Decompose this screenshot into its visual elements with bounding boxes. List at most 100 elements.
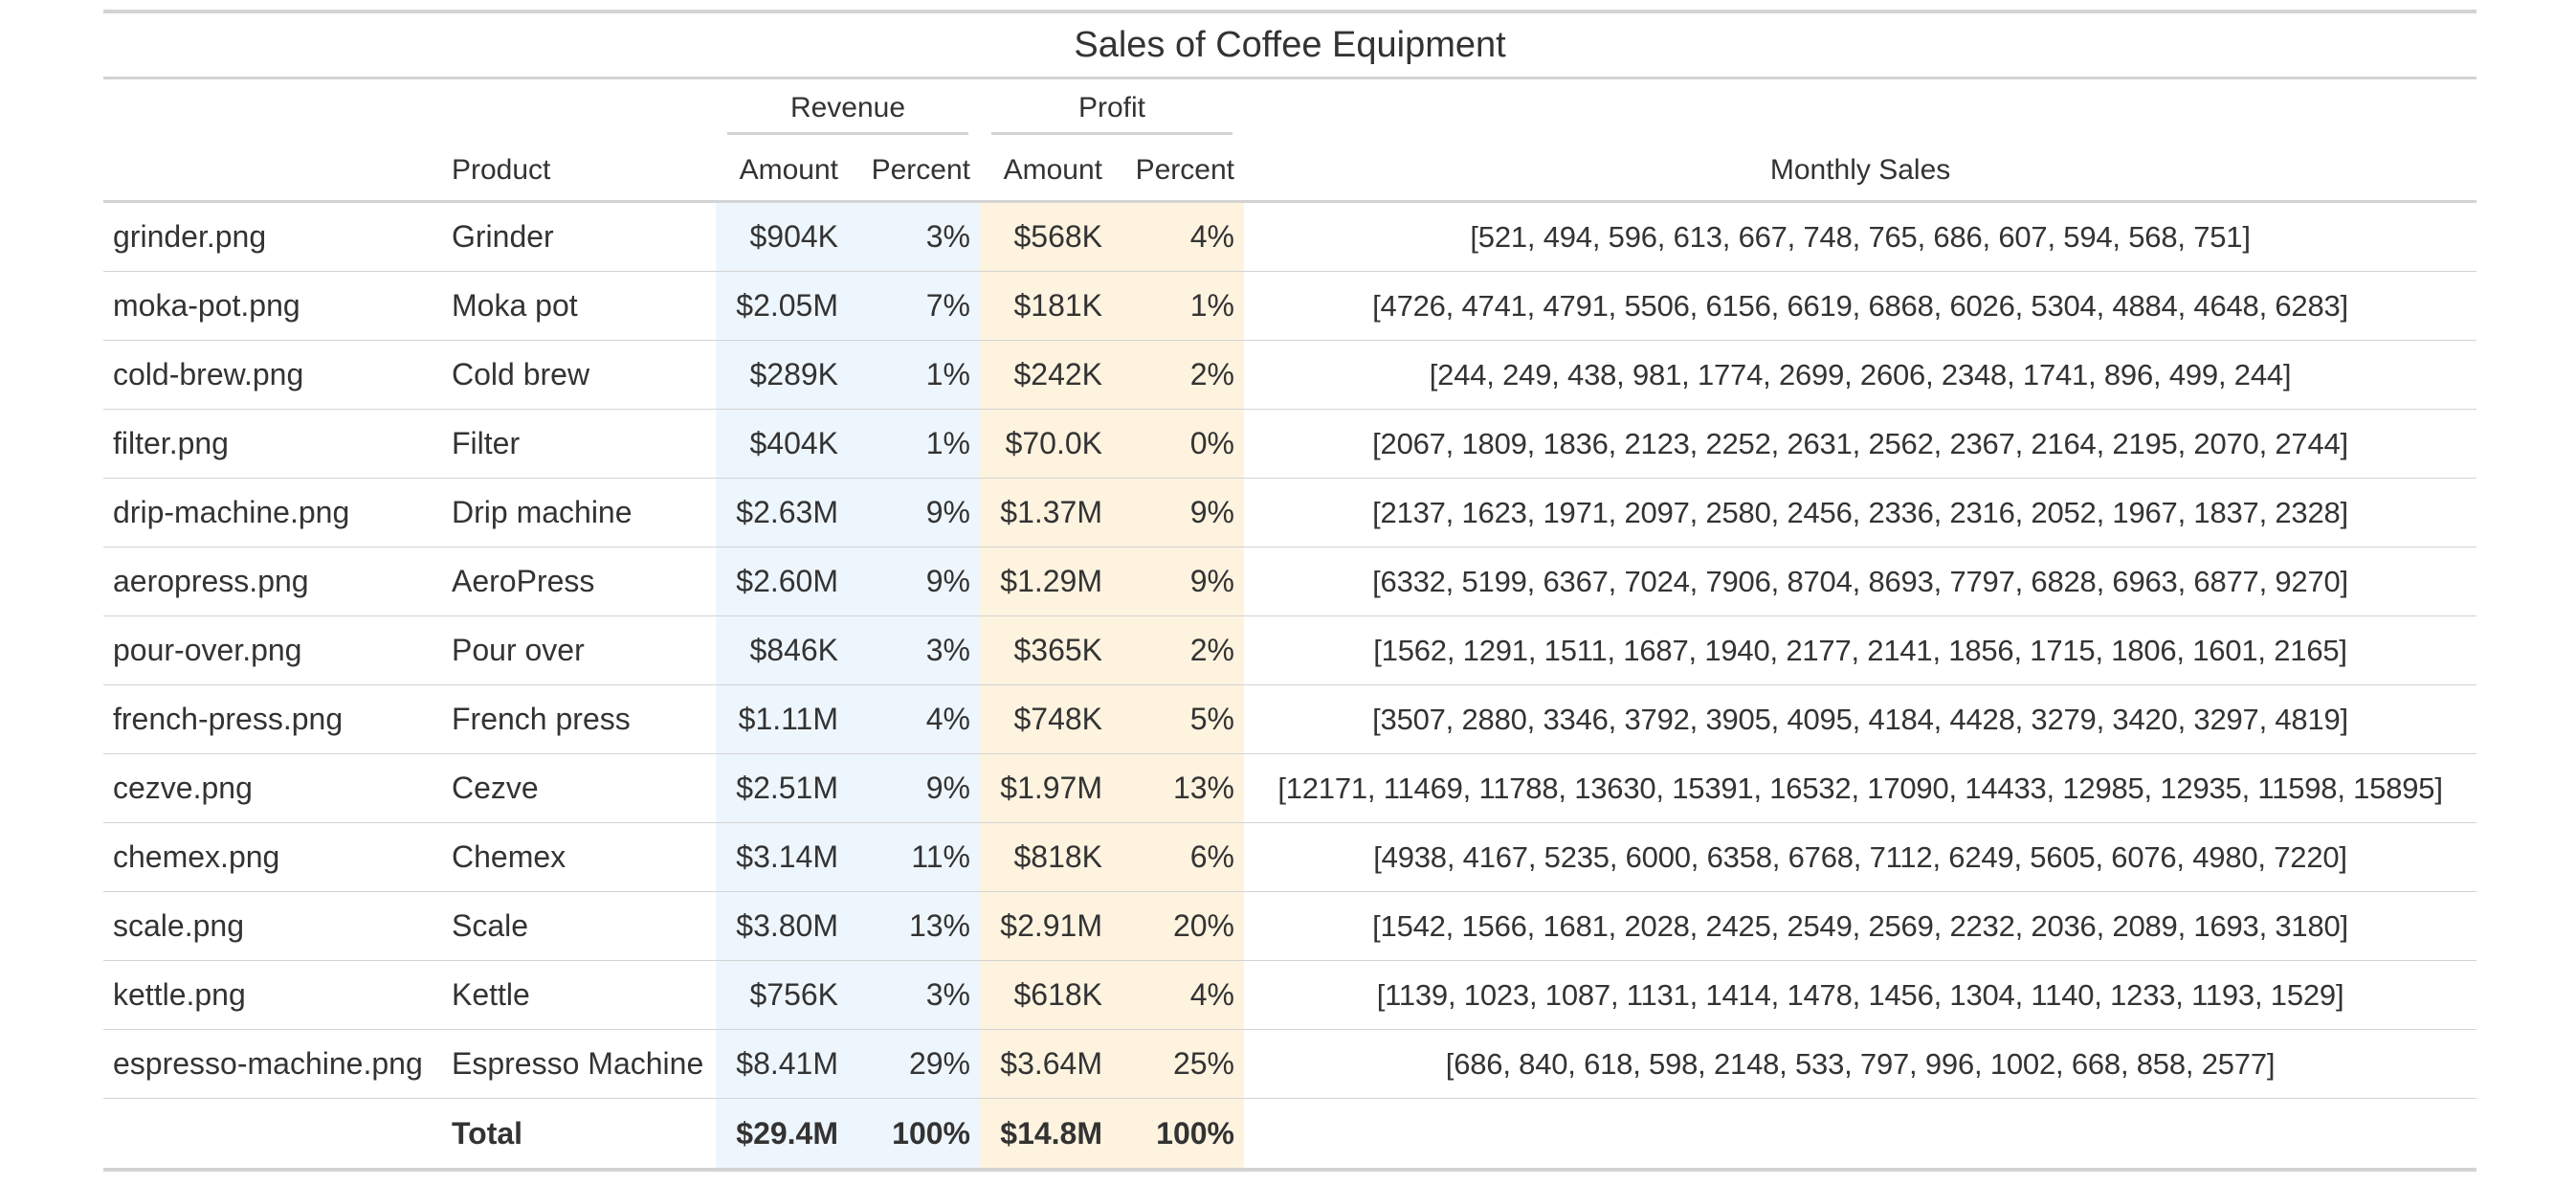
revenue-percent-cell: 7% [848, 271, 980, 341]
profit-percent-cell: 6% [1112, 822, 1244, 892]
revenue-percent-cell: 3% [848, 201, 980, 272]
spanner-empty-file [103, 78, 442, 142]
revenue-amount-cell: $2.63M [716, 478, 848, 548]
sales-table-container: Sales of Coffee Equipment Revenue Profit… [103, 10, 2477, 1172]
header-profit-amount: Amount [980, 141, 1112, 203]
table-row: filter.png Filter $404K 1% $70.0K 0% [20… [103, 409, 2477, 479]
table-row: french-press.png French press $1.11M 4% … [103, 684, 2477, 754]
monthly-sales-cell: [4938, 4167, 5235, 6000, 6358, 6768, 711… [1244, 822, 2477, 892]
table-title: Sales of Coffee Equipment [103, 11, 2477, 79]
header-product: Product [442, 141, 716, 203]
table-row: grinder.png Grinder $904K 3% $568K 4% [5… [103, 201, 2477, 272]
file-cell: cezve.png [103, 753, 442, 823]
header-revenue-amount: Amount [716, 141, 848, 203]
product-cell: Filter [442, 409, 716, 479]
file-cell: pour-over.png [103, 615, 442, 685]
monthly-sales-cell: [4726, 4741, 4791, 5506, 6156, 6619, 686… [1244, 271, 2477, 341]
file-cell: moka-pot.png [103, 271, 442, 341]
revenue-percent-cell: 13% [848, 891, 980, 961]
file-cell: filter.png [103, 409, 442, 479]
header-revenue-percent: Percent [848, 141, 980, 203]
revenue-percent-cell: 11% [848, 822, 980, 892]
spanner-revenue: Revenue [716, 78, 980, 142]
header-profit-percent: Percent [1112, 141, 1244, 203]
product-cell: Scale [442, 891, 716, 961]
file-cell: scale.png [103, 891, 442, 961]
total-empty-monthly [1244, 1098, 2477, 1172]
profit-amount-cell: $70.0K [980, 409, 1112, 479]
total-profit-percent: 100% [1112, 1098, 1244, 1172]
profit-amount-cell: $2.91M [980, 891, 1112, 961]
profit-amount-cell: $1.37M [980, 478, 1112, 548]
file-cell: cold-brew.png [103, 340, 442, 410]
revenue-amount-cell: $756K [716, 960, 848, 1030]
profit-amount-cell: $181K [980, 271, 1112, 341]
profit-amount-cell: $1.97M [980, 753, 1112, 823]
profit-percent-cell: 2% [1112, 615, 1244, 685]
revenue-percent-cell: 1% [848, 409, 980, 479]
profit-amount-cell: $242K [980, 340, 1112, 410]
profit-amount-cell: $365K [980, 615, 1112, 685]
profit-amount-cell: $748K [980, 684, 1112, 754]
revenue-amount-cell: $3.14M [716, 822, 848, 892]
profit-percent-cell: 9% [1112, 547, 1244, 616]
total-row: Total $29.4M 100% $14.8M 100% [103, 1098, 2477, 1172]
revenue-amount-cell: $289K [716, 340, 848, 410]
file-cell: aeropress.png [103, 547, 442, 616]
sales-table: Sales of Coffee Equipment Revenue Profit… [103, 10, 2477, 1172]
profit-amount-cell: $1.29M [980, 547, 1112, 616]
revenue-amount-cell: $2.05M [716, 271, 848, 341]
revenue-amount-cell: $8.41M [716, 1029, 848, 1099]
revenue-amount-cell: $904K [716, 201, 848, 272]
header-file [103, 141, 442, 203]
revenue-percent-cell: 9% [848, 478, 980, 548]
profit-percent-cell: 9% [1112, 478, 1244, 548]
table-row: drip-machine.png Drip machine $2.63M 9% … [103, 478, 2477, 548]
table-row: pour-over.png Pour over $846K 3% $365K 2… [103, 615, 2477, 685]
profit-amount-cell: $568K [980, 201, 1112, 272]
monthly-sales-cell: [2067, 1809, 1836, 2123, 2252, 2631, 256… [1244, 409, 2477, 479]
total-empty-file [103, 1098, 442, 1172]
table-row: kettle.png Kettle $756K 3% $618K 4% [113… [103, 960, 2477, 1030]
monthly-sales-cell: [1139, 1023, 1087, 1131, 1414, 1478, 145… [1244, 960, 2477, 1030]
table-row: cezve.png Cezve $2.51M 9% $1.97M 13% [12… [103, 753, 2477, 823]
monthly-sales-cell: [6332, 5199, 6367, 7024, 7906, 8704, 869… [1244, 547, 2477, 616]
revenue-amount-cell: $2.51M [716, 753, 848, 823]
revenue-percent-cell: 1% [848, 340, 980, 410]
table-row: espresso-machine.png Espresso Machine $8… [103, 1029, 2477, 1099]
table-row: cold-brew.png Cold brew $289K 1% $242K 2… [103, 340, 2477, 410]
spanner-empty-monthly [1244, 78, 2476, 142]
total-revenue-percent: 100% [848, 1098, 980, 1172]
spanner-profit: Profit [980, 78, 1244, 142]
profit-percent-cell: 1% [1112, 271, 1244, 341]
spanner-row: Revenue Profit [103, 78, 2476, 142]
table-row: moka-pot.png Moka pot $2.05M 7% $181K 1%… [103, 271, 2477, 341]
profit-amount-cell: $3.64M [980, 1029, 1112, 1099]
file-cell: espresso-machine.png [103, 1029, 442, 1099]
product-cell: Pour over [442, 615, 716, 685]
product-cell: Cold brew [442, 340, 716, 410]
table-row: chemex.png Chemex $3.14M 11% $818K 6% [4… [103, 822, 2477, 892]
product-cell: Chemex [442, 822, 716, 892]
total-revenue-amount: $29.4M [716, 1098, 848, 1172]
profit-percent-cell: 20% [1112, 891, 1244, 961]
file-cell: grinder.png [103, 201, 442, 272]
profit-percent-cell: 13% [1112, 753, 1244, 823]
monthly-sales-cell: [1562, 1291, 1511, 1687, 1940, 2177, 214… [1244, 615, 2477, 685]
spanner-empty-product [442, 78, 716, 142]
profit-percent-cell: 25% [1112, 1029, 1244, 1099]
header-monthly-sales: Monthly Sales [1244, 141, 2477, 203]
revenue-percent-cell: 29% [848, 1029, 980, 1099]
revenue-amount-cell: $3.80M [716, 891, 848, 961]
product-cell: Grinder [442, 201, 716, 272]
product-cell: French press [442, 684, 716, 754]
spanner-profit-label: Profit [991, 92, 1232, 135]
column-header-row: Product Amount Percent Amount Percent Mo… [103, 141, 2477, 203]
revenue-amount-cell: $1.11M [716, 684, 848, 754]
profit-percent-cell: 0% [1112, 409, 1244, 479]
monthly-sales-cell: [2137, 1623, 1971, 2097, 2580, 2456, 233… [1244, 478, 2477, 548]
monthly-sales-cell: [12171, 11469, 11788, 13630, 15391, 1653… [1244, 753, 2477, 823]
product-cell: AeroPress [442, 547, 716, 616]
table-row: aeropress.png AeroPress $2.60M 9% $1.29M… [103, 547, 2477, 616]
product-cell: Moka pot [442, 271, 716, 341]
